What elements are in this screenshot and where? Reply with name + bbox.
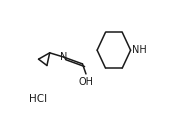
Text: NH: NH — [132, 45, 147, 55]
Text: N: N — [60, 52, 67, 62]
Text: OH: OH — [78, 77, 93, 87]
Text: HCl: HCl — [30, 94, 48, 104]
